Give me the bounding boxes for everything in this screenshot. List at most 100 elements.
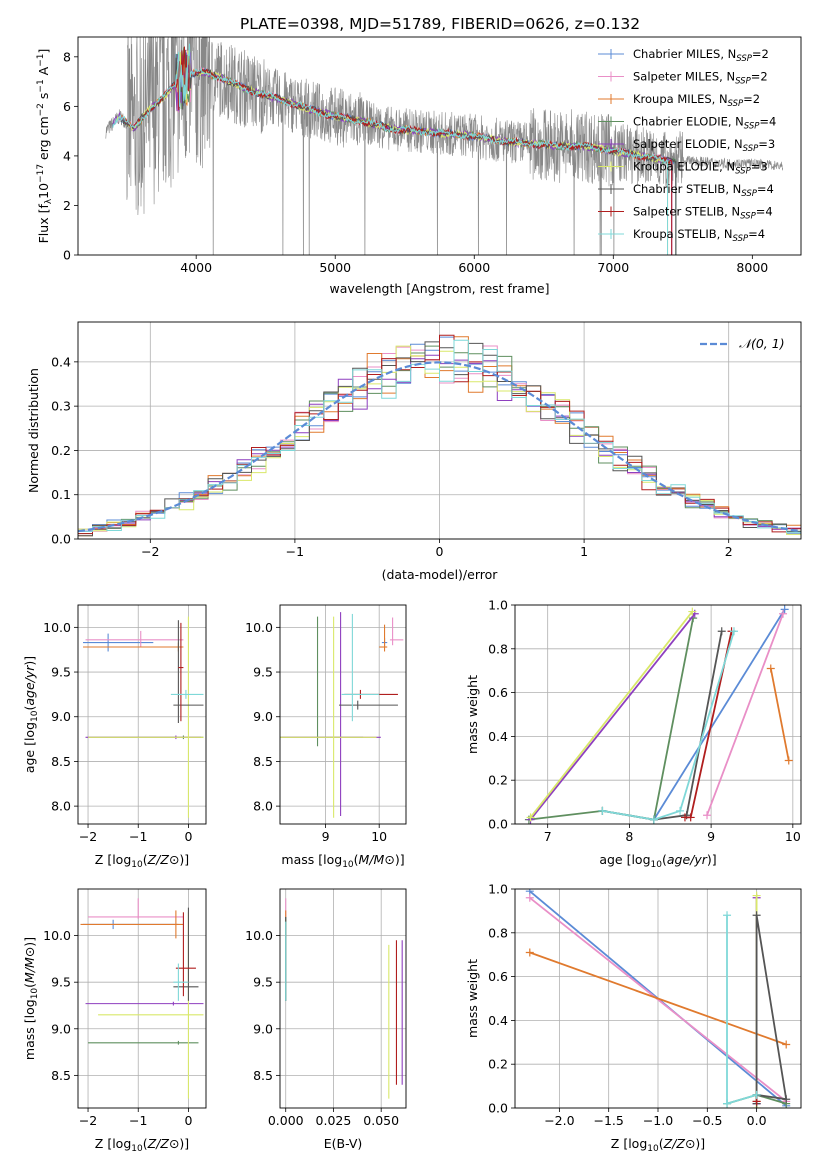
errorbar-kroupa-elodie — [88, 616, 204, 818]
frame-mass-vs-ebv: 0.000 0.025 0.050 8.5 9.0 9.5 10.0 E(B-V) — [245, 888, 407, 1151]
x-axis-label: mass [log10(M/M⊙)] — [281, 852, 404, 870]
y-tick-label: 9.5 — [51, 665, 71, 680]
legend-sub: SSP — [740, 212, 756, 222]
label-part: ( — [659, 1136, 664, 1151]
y-tick-label: 0.4 — [488, 1013, 508, 1028]
errorbar-kroupa-elodie — [98, 912, 204, 1099]
x-axis-label: Z [log10(Z/Z⊙)] — [611, 1136, 705, 1154]
y-axis-label: mass weight — [465, 675, 480, 754]
weight-line-chabrier-stelib — [602, 631, 723, 821]
weight-marker — [686, 813, 695, 822]
y-tick-label: 9.5 — [253, 665, 273, 680]
y-tick-label: 0.3 — [51, 399, 71, 414]
weight-line-kroupa-miles — [529, 951, 787, 1046]
label-part: ( — [143, 1136, 148, 1151]
x-axis-label: Z [log10(Z/Z⊙)] — [95, 852, 189, 870]
label-part: M/M⊙ — [22, 947, 37, 983]
y-tick-label: 10.0 — [245, 620, 273, 635]
y-tick-label: 9.0 — [253, 709, 273, 724]
errorbar-chabrier-stelib — [338, 700, 398, 710]
frame-weight-vs-Z: −2.0 −1.5 −1.0 −0.5 0.0 0.0 0.2 0.4 0.6 0.8 1.0 Z [… — [465, 882, 802, 1154]
legend-sub: SSP — [736, 54, 752, 64]
y-tick-label: 0.4 — [51, 354, 71, 369]
legend-sub: SSP — [743, 144, 759, 154]
y-tick-label: 0.4 — [488, 729, 508, 744]
x-tick-label: 0 — [184, 829, 192, 844]
x-tick-label: 2 — [725, 544, 733, 559]
label-part: mass [log — [22, 999, 37, 1060]
x-tick-label: 10 — [371, 829, 387, 844]
plot-area-weight-vs-age — [524, 605, 793, 824]
legend-label-salpeter-stelib: Salpeter STELIB, NSSP=4 — [633, 205, 773, 222]
label-part: Z/Z⊙ — [147, 1136, 180, 1151]
y-tick-label: 0.8 — [488, 641, 508, 656]
label-part: M/M⊙ — [359, 852, 395, 867]
legend-text: Kroupa ELODIE, N — [633, 160, 735, 174]
plot-area-weight-vs-Z — [525, 889, 791, 1108]
label-part: 10 — [131, 860, 143, 870]
errorbar-chabrier-miles — [83, 633, 154, 652]
y-tick-label: 0.2 — [488, 1057, 508, 1072]
legend-text: Chabrier ELODIE, N — [633, 115, 744, 129]
errorbar-kroupa-stelib — [173, 963, 189, 1001]
label-part: age/yr — [667, 852, 708, 867]
data-spectrum — [105, 37, 783, 255]
y-tick-label: 0.6 — [488, 969, 508, 984]
weight-marker — [723, 911, 732, 920]
ylabel-part: A — [36, 66, 51, 79]
y-tick-label: 0.0 — [51, 532, 71, 547]
label-part: ( — [22, 983, 37, 988]
weight-marker — [717, 627, 726, 636]
x-tick-label: 9 — [322, 829, 330, 844]
legend-text: Salpeter MILES, N — [633, 70, 735, 84]
label-part: )] — [695, 1136, 705, 1151]
label-part: 10 — [647, 1144, 659, 1154]
x-axis-label: (data-model)/error — [382, 567, 499, 582]
ylabel-part: −17 — [36, 164, 46, 183]
weight-line-chabrier-stelib — [755, 915, 788, 1104]
axes-frame — [279, 604, 407, 825]
legend-suffix: =2 — [751, 70, 768, 84]
ylabel-part: ] — [36, 49, 51, 54]
y-axis-label: Flux [fλ10−17 erg cm−2 s−1 A−1] — [36, 49, 54, 244]
legend-sub: SSP — [735, 167, 751, 177]
label-part: Z [log — [95, 852, 131, 867]
y-axis-label: mass weight — [465, 959, 480, 1038]
legend-label-chabrier-elodie: Chabrier ELODIE, NSSP=4 — [633, 115, 776, 132]
label-part: Z/Z⊙ — [147, 852, 180, 867]
plot-area-age-vs-Z — [83, 616, 204, 818]
y-tick-label: 0.0 — [488, 1101, 508, 1116]
legend-sub: SSP — [735, 77, 751, 87]
axes-mass-vs-ebv: 0.000 0.025 0.050 8.5 9.0 9.5 10.0 E(B-V) — [245, 888, 407, 1151]
histogram-kroupa-stelib — [78, 339, 801, 533]
label-part: )] — [22, 656, 37, 666]
y-tick-label: 8.5 — [253, 754, 273, 769]
weight-line-kroupa-elodie — [529, 611, 694, 818]
label-part: Z [log — [611, 1136, 647, 1151]
frame-mass-vs-Z: −2 −1 08.59.09.510.0Z [log10(Z/Z⊙)]mass [l… — [22, 888, 207, 1154]
weight-line-salpeter-miles — [529, 897, 787, 1103]
x-tick-label: −1 — [129, 829, 147, 844]
errorbar-chabrier-elodie — [88, 1040, 199, 1045]
label-part: 10 — [651, 860, 663, 870]
errorbar-chabrier-elodie — [280, 616, 364, 747]
label-part: 10 — [342, 860, 354, 870]
weight-marker — [782, 1040, 791, 1049]
x-tick-label: 7 — [544, 829, 552, 844]
x-tick-label: 7000 — [597, 260, 629, 275]
weight-marker — [598, 806, 607, 815]
normal-curve — [78, 361, 799, 533]
x-tick-label: −1 — [286, 544, 304, 559]
errorbar-kroupa-elodie — [280, 616, 377, 818]
y-tick-label: 8.5 — [253, 1068, 273, 1083]
legend-suffix: =4 — [759, 115, 776, 129]
weight-line-kroupa-miles — [769, 668, 790, 761]
y-tick-label: 0.2 — [488, 773, 508, 788]
x-tick-label: 0 — [436, 544, 444, 559]
legend-label-chabrier-stelib: Chabrier STELIB, NSSP=4 — [633, 182, 774, 199]
label-part: 10 — [30, 988, 40, 1000]
y-tick-label: 8.0 — [51, 799, 71, 814]
x-tick-label: 0 — [184, 1113, 192, 1128]
